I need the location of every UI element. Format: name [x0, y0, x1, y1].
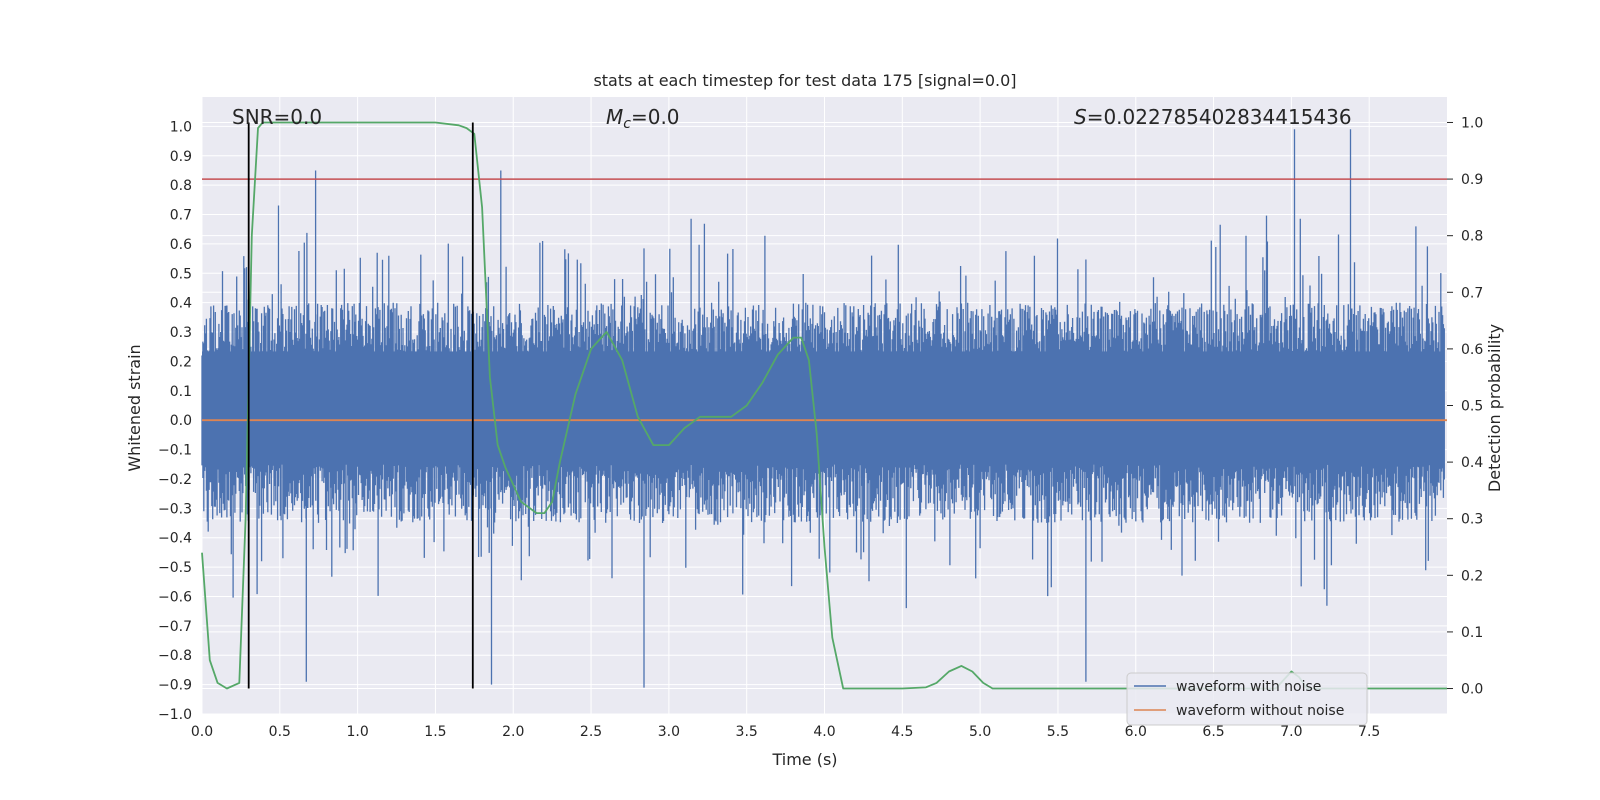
x-tick-label-15: 7.5	[1358, 724, 1380, 740]
x-tick-label-8: 4.0	[813, 724, 835, 740]
y2-tick-label-1: 0.1	[1461, 625, 1483, 641]
snr-integral-annotation: S=0.022785402834415436	[1074, 105, 1352, 129]
chirp-mass-annotation: Mc=0.0	[606, 105, 680, 132]
y2-tick-label-6: 0.6	[1461, 342, 1483, 358]
snr-annotation: SNR=0.0	[232, 105, 322, 129]
y-tick-label-9: −0.1	[158, 443, 192, 459]
y-tick-label-16: 0.6	[170, 237, 192, 253]
y-axis-left-ticks: −1.0 −0.9 −0.8 −0.7 −0.6 −0.5 −0.4 −0.3 −0.2 −0.1…	[158, 119, 192, 723]
x-tick-label-1: 0.5	[269, 724, 291, 740]
y-tick-label-10: 0.0	[170, 413, 192, 429]
legend-frame	[1126, 672, 1368, 726]
y-tick-label-13: 0.3	[170, 325, 192, 341]
s-value: =0.022785402834415436	[1087, 105, 1352, 129]
y2-tick-label-10: 1.0	[1461, 115, 1483, 131]
y2-tick-label-2: 0.2	[1461, 568, 1483, 584]
x-tick-label-7: 3.5	[736, 724, 758, 740]
y2-tick-label-9: 0.9	[1461, 172, 1483, 188]
x-tick-label-13: 6.5	[1202, 724, 1224, 740]
y2-tick-label-4: 0.4	[1461, 455, 1483, 471]
legend-label-clean: waveform without noise	[1176, 703, 1344, 719]
y-tick-label-0: −1.0	[158, 707, 192, 723]
y-tick-label-2: −0.8	[158, 648, 192, 664]
series-detection-probability	[201, 121, 1447, 690]
y2-tick-label-3: 0.3	[1461, 512, 1483, 528]
y-axis-label: Whitened strain	[125, 344, 144, 471]
series-waveform-with-noise	[201, 129, 1445, 688]
x-tick-label-10: 5.0	[969, 724, 991, 740]
x-tick-label-12: 6.0	[1125, 724, 1147, 740]
y-tick-label-11: 0.1	[170, 384, 192, 400]
vertical-markers	[247, 122, 474, 689]
chirp-mass-symbol: M	[606, 105, 623, 129]
x-tick-label-6: 3.0	[658, 724, 680, 740]
y-tick-label-14: 0.4	[170, 296, 192, 312]
x-tick-label-0: 0.0	[191, 724, 213, 740]
x-tick-label-9: 4.5	[891, 724, 913, 740]
y-tick-label-3: −0.7	[158, 619, 192, 635]
y-tick-label-17: 0.7	[170, 208, 192, 224]
x-tick-label-4: 2.0	[502, 724, 524, 740]
chirp-mass-value: =0.0	[631, 105, 680, 129]
y2-tick-label-8: 0.8	[1461, 229, 1483, 245]
x-tick-label-2: 1.0	[346, 724, 368, 740]
y-tick-label-15: 0.5	[170, 266, 192, 282]
y-tick-label-8: −0.2	[158, 472, 192, 488]
chart-title: stats at each timestep for test data 175…	[593, 71, 1016, 90]
y-tick-label-7: −0.3	[158, 501, 192, 517]
y-axis-right-ticks: 0.0 0.1 0.2 0.3 0.4 0.5 0.6 0.7 0.8 0.9 1.0	[1447, 115, 1483, 698]
x-tick-label-11: 5.5	[1047, 724, 1069, 740]
y-tick-label-4: −0.6	[158, 589, 192, 605]
legend: waveform with noise waveform without noi…	[1126, 672, 1368, 726]
chirp-mass-subscript: c	[623, 116, 631, 132]
x-axis-ticks: 0.0 0.5 1.0 1.5 2.0 2.5 3.0 3.5 4.0 4.5 5.0 5.5 6.0 6…	[191, 724, 1380, 740]
y-tick-label-6: −0.4	[158, 531, 192, 547]
y2-tick-label-5: 0.5	[1461, 399, 1483, 415]
y-tick-label-18: 0.8	[170, 178, 192, 194]
x-tick-label-5: 2.5	[580, 724, 602, 740]
y2-axis-label: Detection probability	[1485, 324, 1504, 492]
y-tick-label-1: −0.9	[158, 678, 192, 694]
s-symbol: S	[1074, 105, 1087, 129]
y-tick-label-19: 0.9	[170, 149, 192, 165]
noise-band	[202, 351, 1443, 465]
x-axis-label: Time (s)	[771, 750, 837, 769]
y2-tick-label-0: 0.0	[1461, 682, 1483, 698]
y-tick-label-20: 1.0	[170, 119, 192, 135]
legend-label-noise: waveform with noise	[1176, 679, 1321, 695]
y-tick-label-12: 0.2	[170, 354, 192, 370]
x-tick-label-3: 1.5	[424, 724, 446, 740]
probability-line	[201, 121, 1447, 690]
y-tick-label-5: −0.5	[158, 560, 192, 576]
y2-tick-label-7: 0.7	[1461, 285, 1483, 301]
x-tick-label-14: 7.0	[1280, 724, 1302, 740]
